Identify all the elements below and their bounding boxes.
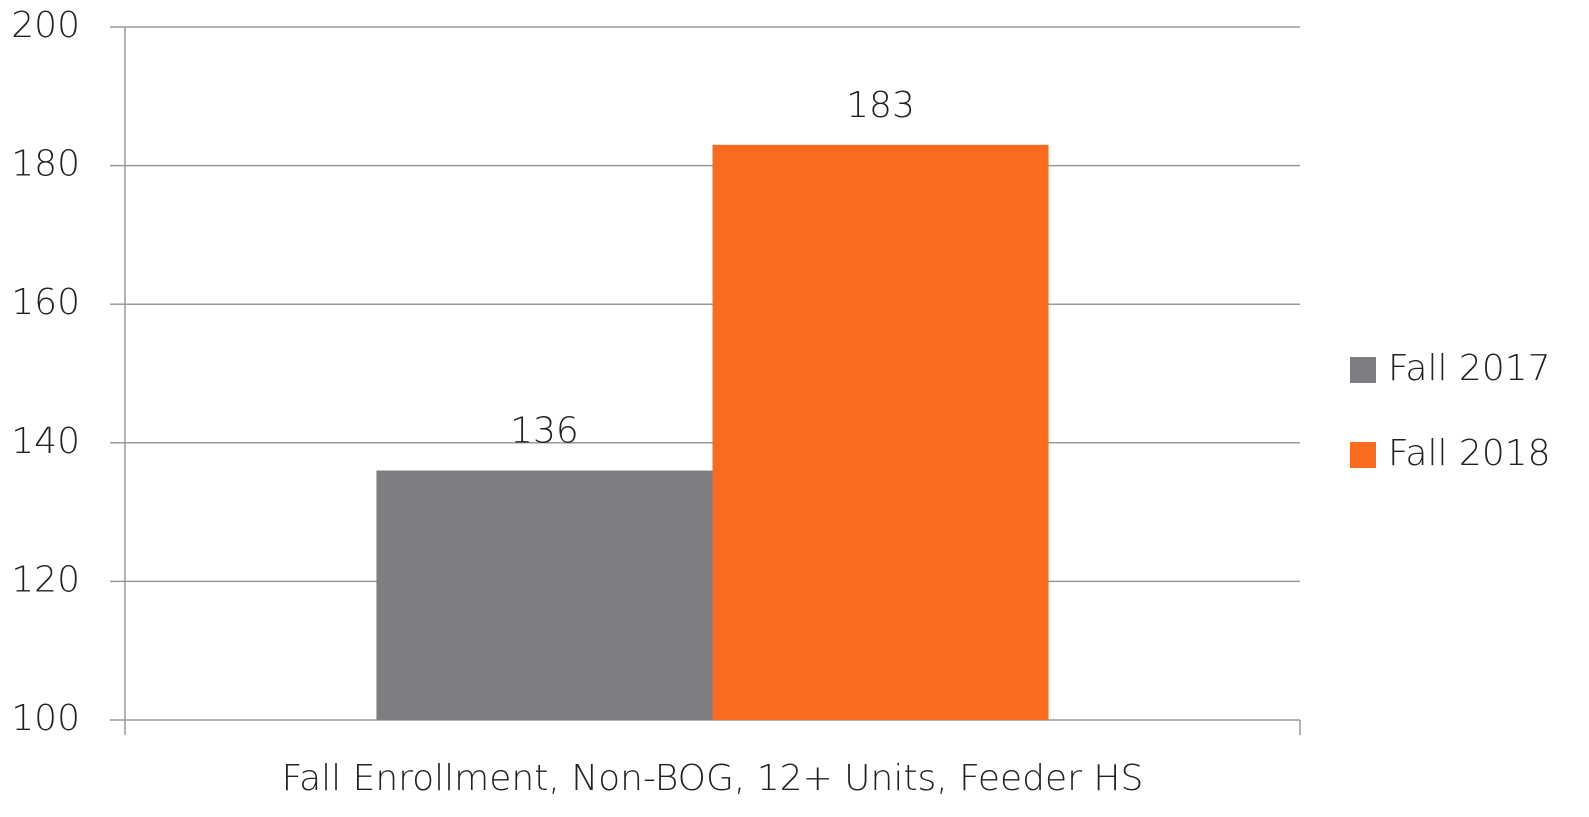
y-tick-label: 120: [11, 559, 80, 600]
bar: [376, 470, 713, 720]
bar: [712, 144, 1049, 720]
y-tick-label: 160: [11, 282, 80, 323]
legend-swatch: [1350, 442, 1376, 468]
y-tick-label: 200: [11, 5, 80, 46]
data-label: 183: [846, 85, 915, 126]
y-tick-label: 180: [11, 144, 80, 185]
data-label: 136: [510, 411, 579, 452]
y-tick-label: 140: [11, 421, 80, 462]
legend-label: Fall 2018: [1388, 433, 1551, 474]
x-tick-label: Fall Enrollment, Non-BOG, 12+ Units, Fee…: [282, 758, 1144, 799]
y-tick-label: 100: [11, 698, 80, 739]
legend-swatch: [1350, 357, 1376, 383]
legend-label: Fall 2017: [1388, 348, 1551, 389]
